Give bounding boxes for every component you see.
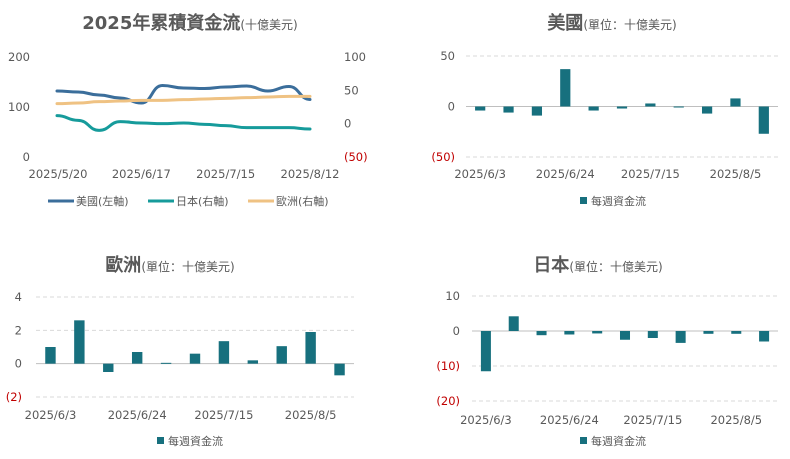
right-tick-label: 50 [344,83,359,97]
us-title: 美國(單位：十億美元) [547,12,676,34]
y-tick-label: (10) [436,359,460,373]
bar [673,106,684,108]
bar [560,69,571,107]
x-tick-label: 2025/6/24 [540,413,599,427]
cumulative-title-main: 2025年累積資金流 [82,12,240,34]
bar [647,331,658,338]
jp-chart: (20) (10) 0 10 2025/6/3 2025/6/24 2025/7/15 202… [436,289,778,448]
us-chart: (50) 0 50 2025/6/3 2025/6/24 2025/7/15 2025/8/… [431,49,778,208]
eu-chart: (2) 0 2 4 2025/6/3 2025/6/24 2025/7/15 2025/8/5… [6,290,354,448]
bar [103,363,114,372]
legend-swatch [580,197,587,204]
bar [592,331,603,334]
eu-title-main: 歐洲 [105,254,141,276]
bar [701,106,713,114]
x-tick-label: 2025/7/15 [196,167,255,181]
x-tick-label: 2025/8/5 [710,167,762,181]
y-tick-label: (20) [436,394,460,408]
y-tick-label: 10 [445,289,460,303]
y-tick-label: (50) [431,150,455,164]
right-tick-label: 100 [344,50,366,64]
right-tick-label: 0 [344,117,351,131]
eu-title: 歐洲(單位：十億美元) [105,254,234,276]
bar [536,331,547,336]
bar [531,106,543,116]
x-tick-label: 2025/6/24 [108,408,167,422]
bar [334,363,345,376]
cumulative-title-sub: (十億美元) [240,18,297,32]
x-tick-label: 2025/8/5 [285,408,337,422]
series-line-2 [55,94,312,106]
bar [189,353,201,364]
x-tick-label: 2025/7/15 [621,167,680,181]
bar [508,316,519,331]
y-tick-label: 0 [453,324,460,338]
bar [247,360,259,364]
bar [619,331,631,340]
bar [160,362,172,364]
left-tick-label: 0 [23,150,30,164]
bar [503,106,514,113]
legend-label: 每週資金流 [168,434,223,448]
bar [305,332,316,364]
x-tick-label: 2025/7/15 [623,413,682,427]
x-tick-label: 2025/6/3 [25,408,77,422]
y-tick-label: 50 [440,49,455,63]
bar [74,320,85,364]
bar [475,106,486,111]
y-tick-label: (2) [6,390,22,404]
legend-label: 每週資金流 [591,434,646,448]
y-tick-label: 0 [448,100,455,114]
legend-label: 日本(右軸) [176,194,229,208]
y-tick-label: 4 [15,290,22,304]
x-tick-label: 2025/6/3 [454,167,506,181]
bar [564,331,575,335]
jp-title-sub: (單位：十億美元) [569,259,662,274]
x-tick-label: 2025/5/20 [29,167,88,181]
bar [588,106,599,111]
legend-swatch [157,437,164,444]
series-line-1 [55,114,312,132]
eu-title-sub: (單位：十億美元) [141,259,234,274]
bar [131,352,143,364]
bar [758,106,769,134]
left-tick-label: 200 [8,50,30,64]
left-tick-label: 100 [8,100,30,114]
legend-label: 美國(左軸) [76,194,129,208]
x-tick-label: 2025/7/15 [194,408,253,422]
bar [675,331,686,343]
jp-title-main: 日本 [533,254,569,276]
x-tick-label: 2025/6/17 [112,167,171,181]
cumulative-chart: 0 100 200 (50) 0 50 100 2025/5/20 2025/6/17 2025/… [8,50,368,208]
us-title-main: 美國 [547,12,583,34]
jp-title: 日本(單位：十億美元) [533,254,662,276]
x-tick-label: 2025/8/5 [710,413,762,427]
right-tick-label: (50) [344,150,368,164]
series-line-0 [55,83,312,105]
x-tick-label: 2025/8/12 [281,167,340,181]
legend-label: 每週資金流 [591,194,646,208]
bar [730,98,741,107]
legend-label: 歐洲(右軸) [276,194,329,208]
bar [731,331,742,334]
bar [759,331,770,342]
bar [703,331,714,334]
bar [218,341,230,364]
legend-swatch [580,437,587,444]
y-tick-label: 2 [15,323,22,337]
bar [480,331,491,372]
bar [276,346,287,364]
y-tick-label: 0 [15,357,22,371]
us-title-sub: (單位：十億美元) [583,17,676,32]
bar [616,106,628,109]
bar [45,347,56,364]
x-tick-label: 2025/6/3 [460,413,512,427]
bar [645,103,656,107]
x-tick-label: 2025/6/24 [536,167,595,181]
cumulative-title: 2025年累積資金流(十億美元) [82,12,297,34]
